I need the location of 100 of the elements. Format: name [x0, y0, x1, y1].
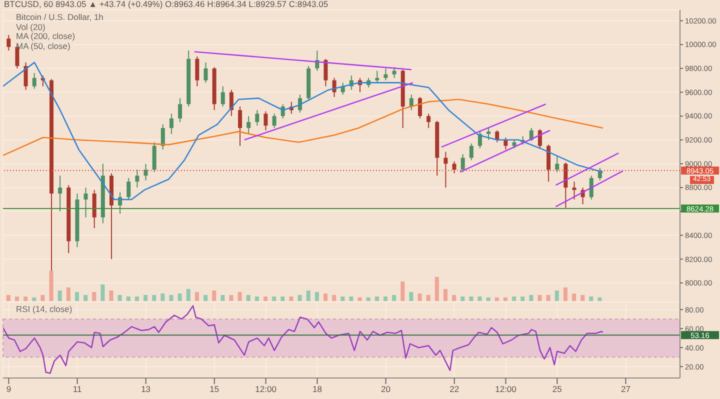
- candlestick: [255, 110, 260, 126]
- bar: [443, 289, 448, 301]
- bar: [452, 295, 456, 301]
- candlestick: [32, 72, 36, 90]
- candlestick: [444, 151, 448, 188]
- candlestick: [144, 163, 148, 181]
- bar: [392, 295, 396, 301]
- candlestick: [92, 189, 96, 229]
- bar: [169, 295, 174, 301]
- bar: [24, 296, 28, 301]
- bar: [32, 297, 36, 301]
- bar: [272, 296, 276, 301]
- x-tick-label: 11: [72, 384, 82, 394]
- bar: [280, 296, 285, 301]
- candlestick: [118, 192, 122, 214]
- bar: [598, 297, 602, 301]
- bar: [409, 292, 414, 301]
- candlestick: [272, 113, 276, 128]
- candlestick: [126, 178, 131, 200]
- bar: [324, 294, 328, 301]
- candlestick: [24, 62, 28, 90]
- x-tick-label: 13: [141, 384, 151, 394]
- bar: [289, 296, 294, 301]
- bar: [358, 297, 362, 301]
- bar: [478, 296, 482, 301]
- x-tick-label: 22: [450, 384, 460, 394]
- bar: [434, 277, 439, 301]
- x-tick-label: 9: [6, 384, 12, 394]
- x-tick-label: 18: [312, 384, 322, 394]
- bar: [366, 297, 370, 301]
- bar: [332, 295, 336, 301]
- bar: [589, 296, 594, 301]
- bar: [194, 292, 199, 301]
- x-tick-label: 25: [552, 384, 562, 394]
- bar: [460, 296, 465, 301]
- bar: [383, 296, 388, 301]
- bar: [160, 294, 165, 301]
- bar: [374, 296, 379, 301]
- candlestick: [246, 116, 251, 134]
- bar: [49, 271, 54, 301]
- bar: [418, 294, 422, 301]
- candlestick: [220, 86, 225, 108]
- candlestick: [452, 160, 456, 174]
- bar: [109, 290, 114, 301]
- bar: [134, 296, 139, 301]
- bar: [84, 295, 88, 301]
- bar: [426, 295, 430, 301]
- bar: [204, 295, 208, 301]
- candlestick: [418, 96, 422, 119]
- candlestick: [460, 154, 465, 173]
- bar: [529, 295, 534, 301]
- x-tick-label: 12:00: [255, 384, 277, 394]
- bar: [58, 290, 62, 301]
- bar: [306, 290, 310, 301]
- candlestick: [486, 127, 491, 140]
- bar: [546, 295, 550, 301]
- bar: [229, 295, 234, 301]
- annotation: Vol (20): [16, 22, 46, 32]
- bar: [238, 292, 242, 301]
- candlestick: [564, 162, 568, 208]
- candlestick: [195, 56, 200, 87]
- candlestick: [58, 175, 62, 212]
- bar: [538, 295, 542, 301]
- candlestick: [384, 68, 388, 81]
- bar: [40, 295, 45, 301]
- candlestick: [538, 128, 542, 149]
- candlestick: [495, 130, 500, 143]
- bar: [469, 296, 474, 301]
- candlestick: [546, 144, 551, 182]
- bar: [100, 284, 105, 301]
- bar: [126, 296, 130, 301]
- bar: [246, 295, 250, 301]
- bar: [494, 297, 499, 301]
- bar: [178, 294, 182, 301]
- bar: [349, 296, 354, 301]
- candlestick: [324, 58, 328, 87]
- candlestick: [504, 137, 508, 150]
- bar: [92, 292, 96, 301]
- bar: [264, 296, 268, 301]
- annotation: MA (50, close): [16, 40, 70, 51]
- bar: [254, 296, 259, 301]
- candlestick: [204, 62, 208, 84]
- annotation: MA (200, close): [16, 31, 76, 42]
- candlestick: [572, 181, 576, 200]
- bar: [580, 295, 585, 301]
- candlestick: [589, 175, 594, 200]
- bar: [212, 290, 216, 301]
- candlestick: [152, 142, 156, 173]
- bar: [520, 296, 525, 301]
- candlestick: [238, 106, 242, 146]
- bar: [503, 297, 508, 301]
- candlestick: [169, 113, 174, 134]
- bar: [554, 290, 559, 301]
- candlestick: [229, 89, 234, 117]
- bar: [572, 294, 576, 301]
- candlestick: [135, 169, 140, 188]
- bar: [314, 292, 319, 301]
- bar: [340, 296, 345, 301]
- bar: [298, 295, 302, 301]
- candlestick: [178, 98, 182, 123]
